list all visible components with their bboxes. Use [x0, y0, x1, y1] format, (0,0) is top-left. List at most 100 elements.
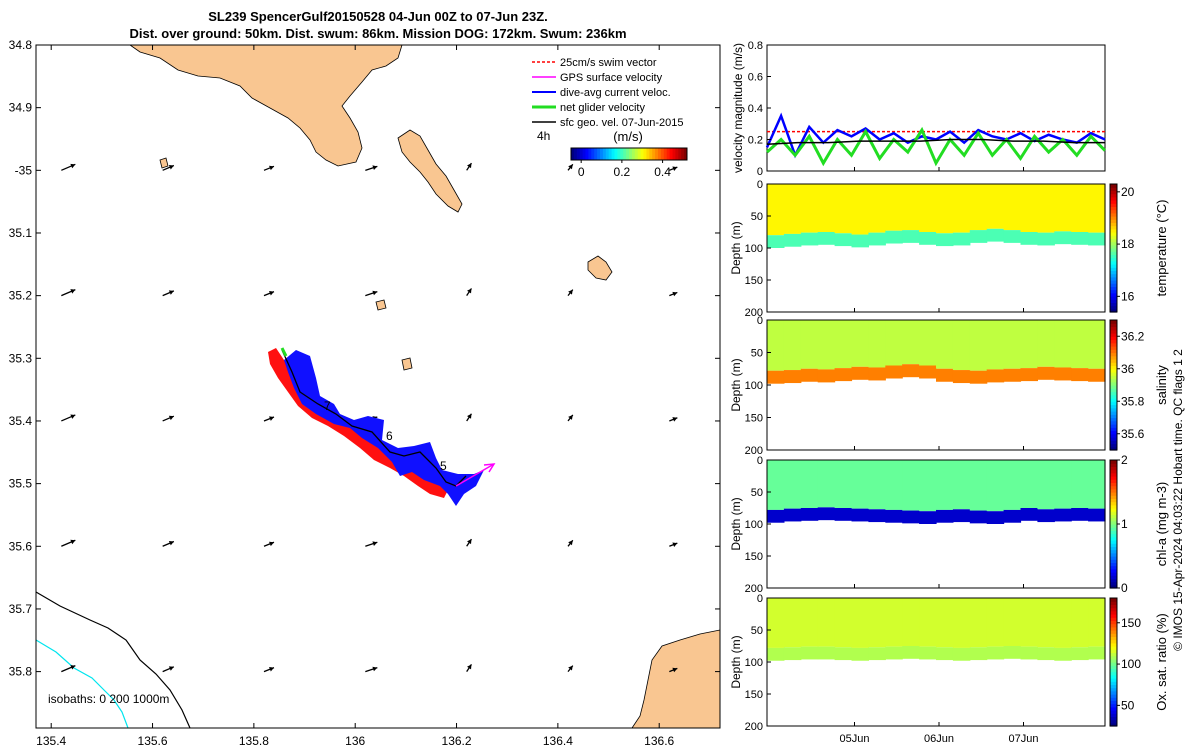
- map-colorbar-cell: [675, 148, 679, 160]
- geo-vector-head: [467, 413, 472, 419]
- heatmap-panel-4: 0 50 100 150 200 Depth (m) 0 1 2 chl-a (mg m-3): [729, 453, 1169, 595]
- heatmap-cell-lower: [1088, 508, 1106, 522]
- time-tick-label: 05Jun: [840, 733, 870, 745]
- heatmap-cell-upper: [919, 598, 937, 647]
- heatmap-cell-lower: [1088, 232, 1106, 246]
- heatmap-colorbar-cell: [1110, 440, 1117, 445]
- map-x-tick-label: 135.6: [138, 734, 168, 748]
- heatmap-cell-lower: [1020, 368, 1038, 382]
- heatmap-colorbar-cell: [1110, 372, 1117, 376]
- heatmap-colorbar-cell: [1110, 254, 1117, 259]
- heatmap-cell-lower: [986, 228, 1005, 242]
- heatmap-colorbar-cell: [1110, 514, 1117, 519]
- heatmap-colorbar-cell: [1110, 443, 1117, 448]
- map-x-tick-label: 136.6: [644, 734, 674, 748]
- heatmap-colorbar-cell: [1110, 713, 1117, 717]
- map-colorbar-cell: [573, 148, 578, 160]
- heatmap-colorbar-cell: [1110, 342, 1117, 347]
- heatmap-colorbar-cell: [1110, 302, 1117, 307]
- heatmap-cell-lower: [902, 510, 920, 524]
- heatmap-y-tick-label: 200: [745, 445, 763, 457]
- heatmap-colorbar-cell: [1110, 498, 1117, 503]
- heatmap-colorbar-cell: [1110, 568, 1117, 573]
- heatmap-colorbar-cell: [1110, 349, 1117, 354]
- heatmap-colorbar-cell: [1110, 710, 1117, 714]
- heatmap-colorbar-cell: [1110, 339, 1117, 344]
- heatmap-cell-upper: [952, 460, 971, 510]
- legend-gps-velocity: GPS surface velocity: [560, 72, 663, 84]
- heatmap-colorbar-cell: [1110, 292, 1117, 297]
- velocity-y-tick-label: 0: [757, 166, 763, 178]
- map-colorbar-cell: [594, 148, 598, 160]
- velocity-panel: 0 0.2 0.4 0.6 0.8 velocity magnitude (m/s): [731, 40, 1107, 178]
- heatmap-cell-lower: [885, 365, 903, 379]
- heatmap-colorbar-cell: [1110, 276, 1117, 281]
- heatmap-colorbar-cell: [1110, 333, 1117, 337]
- heatmap-colorbar-cell: [1110, 485, 1117, 490]
- heatmap-colorbar-cell: [1110, 286, 1117, 291]
- heatmap-cell-upper: [1088, 320, 1106, 369]
- heatmap-cell-upper: [919, 320, 937, 366]
- heatmap-colorbar-cell: [1110, 488, 1117, 493]
- velocity-series-3: [766, 138, 1105, 145]
- heatmap-cell-upper: [851, 320, 869, 367]
- heatmap-cell-upper: [902, 320, 920, 365]
- map-y-tick-label: 34.8: [9, 38, 33, 52]
- heatmap-colorbar-cell: [1110, 658, 1117, 663]
- map-y-tick-label: 35.2: [9, 289, 33, 303]
- heatmap-colorbar-cell: [1110, 543, 1117, 547]
- heatmap-colorbar-cell: [1110, 584, 1117, 589]
- map-x-tick-label: 136.2: [442, 734, 472, 748]
- heatmap-cell-upper: [834, 598, 853, 648]
- heatmap-cell-lower: [767, 235, 785, 248]
- heatmap-colorbar-cell: [1110, 508, 1117, 512]
- heatmap-cell-upper: [817, 460, 836, 508]
- heatmap-colorbar-cell: [1110, 463, 1117, 467]
- heatmap-cell-lower: [952, 647, 971, 661]
- geo-vector-head: [672, 291, 678, 297]
- map-panel: 5 6 7 25cm/s swim vector GPS surface vel…: [9, 38, 721, 748]
- heatmap-colorbar-cell: [1110, 368, 1117, 373]
- map-colorbar-cell: [597, 148, 601, 160]
- heatmap-cell-lower: [986, 511, 1005, 524]
- heatmap-cell-upper: [1071, 598, 1089, 648]
- heatmap-colorbar-cell: [1110, 479, 1117, 483]
- heatmap-colorbar-cell: [1110, 617, 1117, 621]
- credit-text: © IMOS 15-Apr-2024 04:03:22 Hobart time.…: [1171, 349, 1185, 651]
- heatmap-cell-upper: [834, 460, 853, 508]
- heatmap-cell-upper: [1037, 184, 1055, 233]
- heatmap-cell-lower: [767, 370, 785, 384]
- heatmap-colorbar-tick-label: 36: [1121, 362, 1135, 376]
- map-colorbar-cell: [669, 148, 673, 160]
- heatmap-cell-lower: [1020, 646, 1038, 660]
- map-colorbar-cell: [585, 148, 589, 160]
- heatmap-cell-lower: [885, 230, 903, 244]
- geo-vector-head: [672, 542, 678, 547]
- glider-track: [281, 349, 467, 487]
- heatmap-cell-lower: [885, 509, 903, 523]
- heatmap-colorbar-cell: [1110, 228, 1117, 233]
- heatmap-colorbar-cell: [1110, 665, 1117, 669]
- map-colorbar-cell: [631, 148, 636, 160]
- heatmap-colorbar-tick-label: 35.6: [1121, 427, 1145, 441]
- heatmap-colorbar-cell: [1110, 716, 1117, 721]
- map-colorbar-tick-label: 0.4: [654, 165, 671, 179]
- heatmap-cell-upper: [986, 320, 1005, 370]
- velocity-ticks: 0 0.2 0.4 0.6 0.8: [748, 40, 771, 178]
- map-axis-ticks: 135.4 135.6 135.8 136 136.2 136.4 136.6 34.8 34.…: [9, 38, 720, 748]
- heatmap-colorbar-cell: [1110, 187, 1117, 191]
- velocity-y-tick-label: 0.8: [748, 40, 763, 52]
- heatmap-cell-upper: [767, 598, 785, 648]
- heatmap-cell-upper: [1020, 460, 1038, 508]
- heatmap-colorbar-cell: [1110, 681, 1117, 685]
- heatmap-cell-upper: [986, 598, 1005, 647]
- land-islet-c: [401, 357, 413, 371]
- heatmap-colorbar-cell: [1110, 556, 1117, 560]
- heatmap-cell-lower: [969, 370, 988, 384]
- heatmap-colorbar-cell: [1110, 248, 1117, 252]
- heatmap-cell-lower: [868, 509, 886, 523]
- geo-vector-head: [372, 165, 378, 170]
- heatmap-cell-upper: [1088, 460, 1106, 509]
- heatmap-colorbar-cell: [1110, 511, 1117, 515]
- heatmap-cell-upper: [851, 598, 869, 648]
